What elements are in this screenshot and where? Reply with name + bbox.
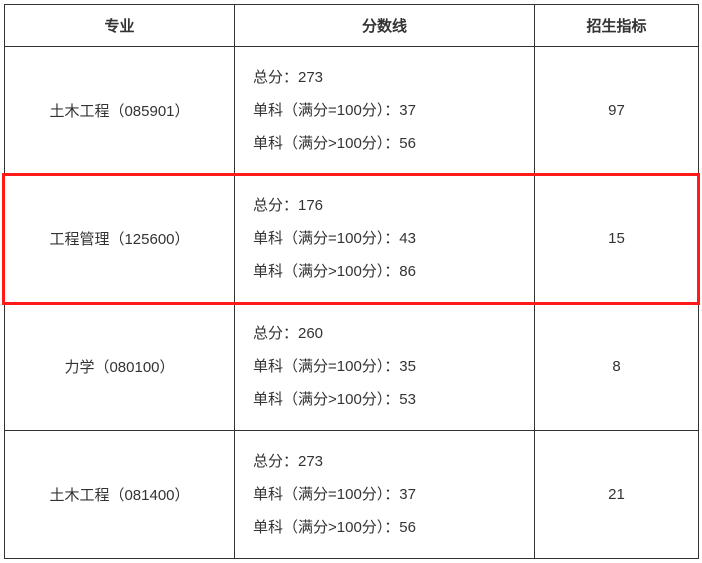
header-score: 分数线 (235, 5, 535, 47)
score-line-subOver100: 单科（满分>100分）：56 (253, 127, 516, 160)
cell-major: 工程管理（125600） (5, 175, 235, 303)
score-table: 专业 分数线 招生指标 土木工程（085901）总分：273单科（满分=100分… (4, 4, 699, 559)
score-line-subOver100: 单科（满分>100分）：56 (253, 511, 516, 544)
score-line-total: 总分：260 (253, 317, 516, 350)
cell-score: 总分：260单科（满分=100分）：35单科（满分>100分）：53 (235, 303, 535, 431)
header-quota: 招生指标 (535, 5, 699, 47)
score-line-sub100: 单科（满分=100分）：37 (253, 94, 516, 127)
score-table-wrapper: 专业 分数线 招生指标 土木工程（085901）总分：273单科（满分=100分… (4, 4, 698, 559)
cell-quota: 8 (535, 303, 699, 431)
cell-major: 力学（080100） (5, 303, 235, 431)
cell-quota: 15 (535, 175, 699, 303)
score-line-sub100: 单科（满分=100分）：43 (253, 222, 516, 255)
cell-major: 土木工程（085901） (5, 47, 235, 175)
cell-quota: 97 (535, 47, 699, 175)
score-line-subOver100: 单科（满分>100分）：53 (253, 383, 516, 416)
table-body: 土木工程（085901）总分：273单科（满分=100分）：37单科（满分>10… (5, 47, 699, 559)
table-row: 土木工程（085901）总分：273单科（满分=100分）：37单科（满分>10… (5, 47, 699, 175)
cell-quota: 21 (535, 431, 699, 559)
cell-score: 总分：176单科（满分=100分）：43单科（满分>100分）：86 (235, 175, 535, 303)
score-line-sub100: 单科（满分=100分）：37 (253, 478, 516, 511)
score-line-sub100: 单科（满分=100分）：35 (253, 350, 516, 383)
cell-score: 总分：273单科（满分=100分）：37单科（满分>100分）：56 (235, 47, 535, 175)
table-row: 力学（080100）总分：260单科（满分=100分）：35单科（满分>100分… (5, 303, 699, 431)
table-row: 工程管理（125600）总分：176单科（满分=100分）：43单科（满分>10… (5, 175, 699, 303)
score-line-total: 总分：273 (253, 61, 516, 94)
header-major: 专业 (5, 5, 235, 47)
table-row: 土木工程（081400）总分：273单科（满分=100分）：37单科（满分>10… (5, 431, 699, 559)
header-row: 专业 分数线 招生指标 (5, 5, 699, 47)
score-line-total: 总分：176 (253, 189, 516, 222)
score-line-total: 总分：273 (253, 445, 516, 478)
cell-score: 总分：273单科（满分=100分）：37单科（满分>100分）：56 (235, 431, 535, 559)
cell-major: 土木工程（081400） (5, 431, 235, 559)
score-line-subOver100: 单科（满分>100分）：86 (253, 255, 516, 288)
